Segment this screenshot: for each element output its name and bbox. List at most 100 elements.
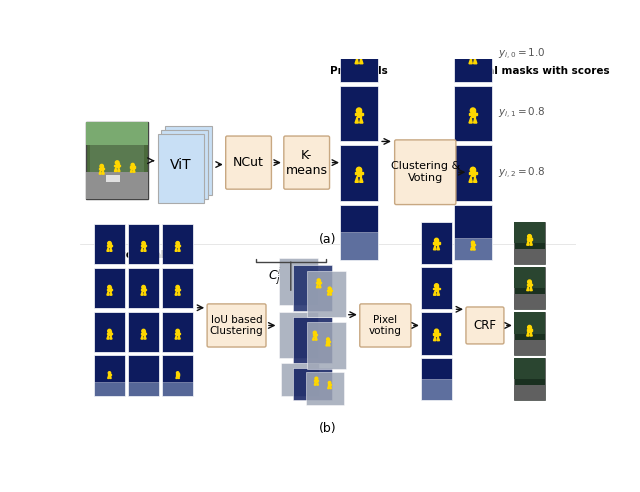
Polygon shape bbox=[433, 246, 436, 250]
Polygon shape bbox=[110, 247, 112, 251]
Bar bbox=[528, 327, 531, 332]
Polygon shape bbox=[328, 386, 329, 389]
Bar bbox=[86, 172, 148, 199]
Polygon shape bbox=[437, 336, 440, 340]
Bar bbox=[454, 145, 492, 201]
Bar bbox=[307, 322, 346, 369]
Circle shape bbox=[328, 381, 331, 384]
Circle shape bbox=[115, 161, 119, 164]
FancyBboxPatch shape bbox=[284, 136, 330, 189]
Polygon shape bbox=[141, 247, 143, 251]
Circle shape bbox=[435, 238, 438, 242]
Polygon shape bbox=[110, 335, 112, 339]
Polygon shape bbox=[469, 58, 472, 64]
Bar bbox=[108, 287, 111, 291]
Bar bbox=[314, 380, 319, 381]
Bar bbox=[177, 373, 179, 376]
Bar bbox=[469, 54, 477, 56]
Polygon shape bbox=[433, 291, 436, 295]
Polygon shape bbox=[108, 376, 109, 378]
Polygon shape bbox=[527, 332, 529, 336]
Polygon shape bbox=[141, 291, 143, 295]
Text: IoU based
Clustering: IoU based Clustering bbox=[210, 315, 264, 336]
Circle shape bbox=[313, 331, 316, 335]
Polygon shape bbox=[178, 335, 180, 339]
Bar bbox=[162, 381, 193, 396]
Circle shape bbox=[356, 167, 362, 173]
Bar bbox=[162, 268, 193, 308]
Polygon shape bbox=[175, 291, 177, 295]
Polygon shape bbox=[110, 291, 112, 295]
Bar bbox=[421, 358, 452, 400]
Circle shape bbox=[131, 163, 134, 166]
Polygon shape bbox=[115, 167, 116, 171]
Bar bbox=[176, 374, 179, 375]
Circle shape bbox=[527, 280, 531, 284]
Bar bbox=[128, 268, 159, 308]
Bar bbox=[454, 238, 492, 260]
Bar bbox=[162, 311, 193, 352]
Text: ViT: ViT bbox=[170, 157, 191, 172]
Bar bbox=[421, 379, 452, 400]
Bar bbox=[514, 312, 545, 355]
Polygon shape bbox=[316, 284, 318, 288]
Bar bbox=[340, 145, 378, 201]
Bar bbox=[326, 340, 330, 342]
Bar bbox=[527, 238, 532, 240]
Bar bbox=[90, 134, 145, 195]
Bar bbox=[279, 258, 318, 305]
Polygon shape bbox=[530, 286, 532, 291]
Bar bbox=[435, 240, 438, 246]
Polygon shape bbox=[178, 291, 180, 295]
Text: Final masks with scores: Final masks with scores bbox=[469, 66, 610, 76]
Bar bbox=[175, 289, 180, 290]
Bar bbox=[514, 249, 545, 264]
Bar bbox=[528, 282, 531, 286]
Circle shape bbox=[356, 49, 362, 54]
Polygon shape bbox=[118, 167, 120, 171]
Polygon shape bbox=[437, 291, 440, 295]
Circle shape bbox=[108, 242, 111, 245]
Bar bbox=[514, 221, 545, 264]
Bar bbox=[99, 168, 104, 169]
Circle shape bbox=[142, 285, 145, 289]
Polygon shape bbox=[527, 286, 529, 291]
Text: Pixel
voting: Pixel voting bbox=[369, 315, 402, 336]
Polygon shape bbox=[530, 241, 532, 245]
Text: NCut: NCut bbox=[233, 156, 264, 169]
Polygon shape bbox=[144, 335, 146, 339]
Polygon shape bbox=[360, 177, 363, 183]
Bar bbox=[471, 51, 475, 58]
Circle shape bbox=[470, 49, 476, 54]
Polygon shape bbox=[176, 376, 177, 378]
Bar bbox=[175, 245, 180, 246]
Polygon shape bbox=[527, 241, 529, 245]
Bar bbox=[165, 126, 212, 195]
Bar bbox=[142, 243, 145, 247]
Bar bbox=[327, 339, 329, 343]
Circle shape bbox=[176, 242, 179, 245]
Bar bbox=[527, 284, 532, 285]
Text: K-
means: K- means bbox=[285, 149, 328, 177]
FancyBboxPatch shape bbox=[466, 307, 504, 344]
Text: $C^i_j$: $C^i_j$ bbox=[268, 266, 282, 287]
Bar bbox=[175, 333, 180, 334]
Circle shape bbox=[472, 241, 474, 244]
Circle shape bbox=[317, 279, 320, 282]
Polygon shape bbox=[317, 382, 319, 385]
Circle shape bbox=[470, 167, 476, 173]
Bar bbox=[100, 166, 103, 170]
Bar bbox=[316, 378, 317, 382]
Polygon shape bbox=[474, 177, 477, 183]
Polygon shape bbox=[328, 343, 330, 346]
Bar bbox=[107, 245, 112, 246]
Text: (a): (a) bbox=[319, 233, 337, 246]
Polygon shape bbox=[326, 343, 328, 346]
Text: (b): (b) bbox=[319, 422, 337, 435]
Bar bbox=[314, 333, 316, 337]
Polygon shape bbox=[107, 247, 109, 251]
Polygon shape bbox=[474, 246, 476, 250]
Bar bbox=[357, 111, 361, 117]
Bar bbox=[281, 363, 319, 396]
Polygon shape bbox=[355, 177, 358, 183]
